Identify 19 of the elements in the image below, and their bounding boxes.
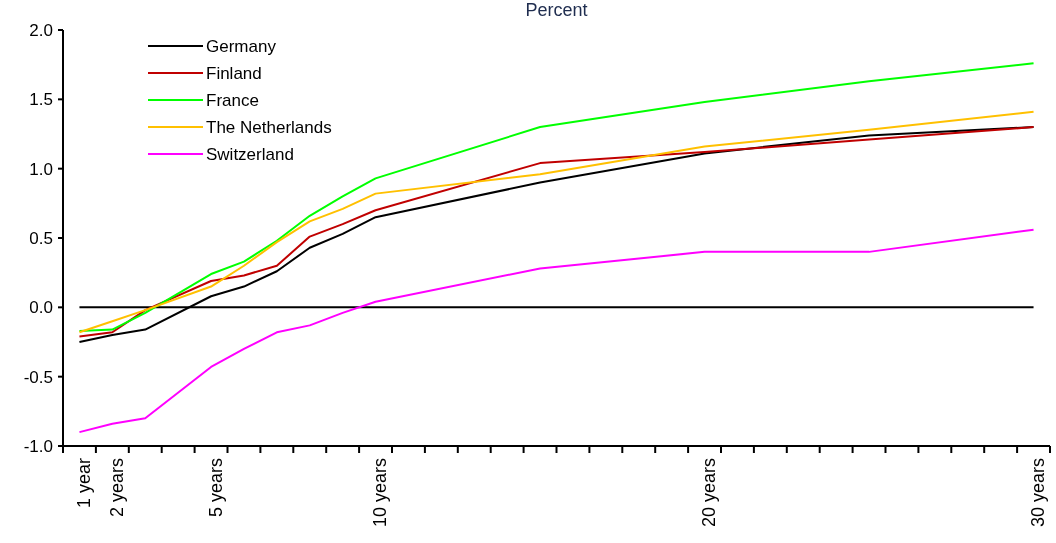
x-tick-label: 1 year: [74, 458, 95, 509]
legend-label: Switzerland: [206, 144, 294, 164]
legend-label: The Netherlands: [206, 117, 332, 137]
y-tick-label: 1.5: [29, 90, 53, 110]
x-tick-label: 2 years: [107, 458, 128, 518]
y-tick-label: 0.5: [29, 228, 53, 248]
y-tick-label: 0.0: [29, 298, 53, 318]
x-tick-label: 10 years: [370, 458, 391, 528]
legend-label: Germany: [206, 36, 277, 56]
y-tick-label: 1.0: [29, 159, 53, 179]
chart-title: Percent: [525, 0, 588, 20]
legend-label: Finland: [206, 63, 262, 83]
x-tick-label: 20 years: [699, 458, 720, 528]
y-tick-label: -1.0: [23, 436, 53, 456]
legend-label: France: [206, 90, 259, 110]
y-tick-label: -0.5: [23, 367, 53, 387]
x-tick-label: 5 years: [205, 458, 226, 518]
y-tick-label: 2.0: [29, 20, 53, 40]
x-tick-label: 30 years: [1028, 458, 1049, 528]
